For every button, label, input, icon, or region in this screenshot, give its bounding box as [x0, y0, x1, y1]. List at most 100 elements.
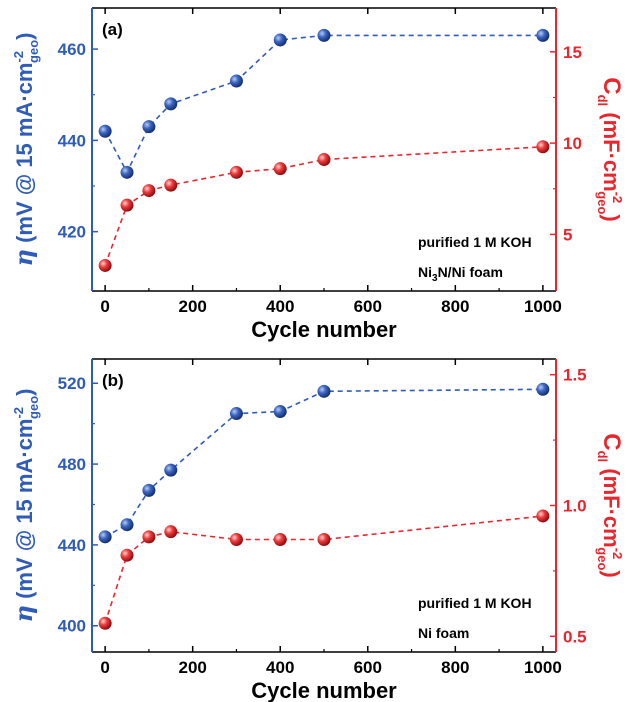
cdl-data-point — [317, 153, 331, 167]
chart-panel-a: 0 200 400 600 800 1000 420 440 460 5 10 15 (a) purifi… — [9, 7, 625, 342]
x-axis-title: Cycle number — [251, 678, 397, 702]
cdl-data-point — [317, 533, 331, 547]
left-y-tick-label: 440 — [58, 536, 86, 555]
eta-data-point — [142, 483, 156, 497]
cdl-data-point — [229, 533, 243, 547]
cdl-data-point — [120, 198, 134, 212]
cdl-data-point — [120, 548, 134, 562]
cdl-data-point — [164, 525, 178, 539]
x-tick-label: 800 — [441, 297, 469, 316]
annotation-electrolyte: purified 1 M KOH — [418, 234, 532, 250]
left-y-axis-title-sub: geo — [26, 396, 41, 419]
cdl-series-line — [104, 146, 543, 266]
cdl-data-point — [273, 533, 287, 547]
left-y-tick-label: 400 — [58, 617, 86, 636]
cdl-symbol: C — [598, 433, 625, 450]
eta-data-point — [317, 384, 331, 398]
cdl-data-point — [142, 184, 156, 198]
eta-data-point — [536, 382, 550, 396]
annotation-subscript: 3 — [432, 273, 438, 284]
x-tick-label: 400 — [266, 658, 294, 677]
eta-data-point — [273, 405, 287, 419]
cdl-symbol-sub: dl — [595, 451, 610, 463]
right-y-axis-title-sub: geo — [595, 191, 610, 214]
cdl-data-point — [164, 178, 178, 192]
cdl-data-point — [98, 258, 112, 272]
left-y-tick-label: 480 — [58, 455, 86, 474]
cdl-data-point — [536, 509, 550, 523]
left-y-tick-label: 420 — [58, 223, 86, 242]
x-tick-label: 800 — [441, 658, 469, 677]
left-y-tick-label: 440 — [58, 131, 86, 150]
right-y-axis-title-close: ) — [599, 214, 624, 221]
annotation-text: N/Ni foam — [438, 264, 503, 280]
right-y-tick-label: 10 — [563, 134, 582, 153]
left-y-axis-title-text: (mV @ 15 mA·cm — [12, 63, 37, 250]
right-y-axis-title-sub: geo — [595, 547, 610, 570]
right-y-axis-title: Cdl (mF·cm-2geo) — [595, 77, 625, 221]
left-y-axis-title-sup: -2 — [11, 407, 26, 419]
eta-data-point — [229, 74, 243, 88]
right-y-axis-title-close: ) — [599, 570, 624, 577]
left-y-axis-title-sup: -2 — [11, 51, 26, 63]
left-y-axis-title-text: (mV @ 15 mA·cm — [12, 419, 37, 606]
right-y-axis-title-text: (mF·cm — [599, 106, 624, 192]
right-y-tick-label: 0.5 — [563, 627, 587, 646]
left-y-axis-title-group: η (mV @ 15 mA·cm-2geo) — [9, 389, 41, 623]
x-tick-label: 600 — [354, 297, 382, 316]
eta-data-point — [317, 28, 331, 42]
eta-data-point — [142, 120, 156, 134]
eta-symbol: η — [9, 249, 38, 266]
left-y-axis-title-group: η (mV @ 15 mA·cm-2geo) — [9, 33, 41, 267]
x-tick-label: 200 — [178, 297, 206, 316]
right-y-axis-title-sup: -2 — [610, 192, 625, 204]
cdl-data-point — [98, 616, 112, 630]
x-tick-label: 600 — [354, 658, 382, 677]
x-tick-label: 0 — [100, 297, 109, 316]
eta-data-point — [273, 33, 287, 47]
x-tick-label: 400 — [266, 297, 294, 316]
eta-data-point — [164, 463, 178, 477]
right-y-tick-label: 15 — [563, 43, 582, 62]
right-y-axis-title-group: Cdl (mF·cm-2geo) — [595, 433, 625, 577]
x-tick-label: 0 — [100, 658, 109, 677]
right-y-axis-title-text: (mF·cm — [599, 462, 624, 548]
eta-data-point — [536, 28, 550, 42]
x-tick-label: 200 — [178, 658, 206, 677]
eta-series-line — [104, 388, 543, 538]
annotation-sample: Ni foam — [418, 625, 469, 641]
left-y-tick-label: 520 — [58, 374, 86, 393]
right-y-axis-title-sup: -2 — [610, 548, 625, 560]
left-y-axis-title-sub: geo — [26, 40, 41, 63]
eta-data-point — [98, 530, 112, 544]
left-y-axis-title: η (mV @ 15 mA·cm-2geo) — [9, 389, 41, 623]
x-tick-label: 1000 — [524, 658, 562, 677]
eta-data-point — [120, 518, 134, 532]
eta-data-point — [229, 407, 243, 421]
eta-data-point — [120, 165, 134, 179]
x-tick-label: 1000 — [524, 297, 562, 316]
right-y-tick-label: 5 — [563, 225, 572, 244]
chart-panel-b: 0 200 400 600 800 1000 400 440 480 520 0.5 1.0 1.5 (b… — [9, 358, 625, 702]
eta-data-point — [164, 97, 178, 111]
left-y-tick-label: 460 — [58, 40, 86, 59]
eta-series-line — [104, 34, 543, 175]
cdl-data-point — [142, 530, 156, 544]
left-y-axis-title: η (mV @ 15 mA·cm-2geo) — [9, 33, 41, 267]
cdl-data-point — [229, 165, 243, 179]
cdl-symbol: C — [598, 77, 625, 94]
cdl-symbol-sub: dl — [595, 95, 610, 107]
cdl-data-point — [536, 140, 550, 154]
panel-label: (a) — [102, 20, 123, 39]
eta-symbol: η — [9, 605, 38, 622]
right-y-axis-title: Cdl (mF·cm-2geo) — [595, 433, 625, 577]
cdl-data-point — [273, 162, 287, 176]
left-y-axis-title-close: ) — [12, 389, 37, 396]
x-axis-title: Cycle number — [251, 317, 397, 342]
annotation-electrolyte: purified 1 M KOH — [418, 595, 532, 611]
left-y-axis-title-close: ) — [12, 33, 37, 40]
right-y-tick-label: 1.5 — [563, 366, 587, 385]
panel-label: (b) — [102, 371, 124, 390]
eta-data-point — [98, 124, 112, 138]
